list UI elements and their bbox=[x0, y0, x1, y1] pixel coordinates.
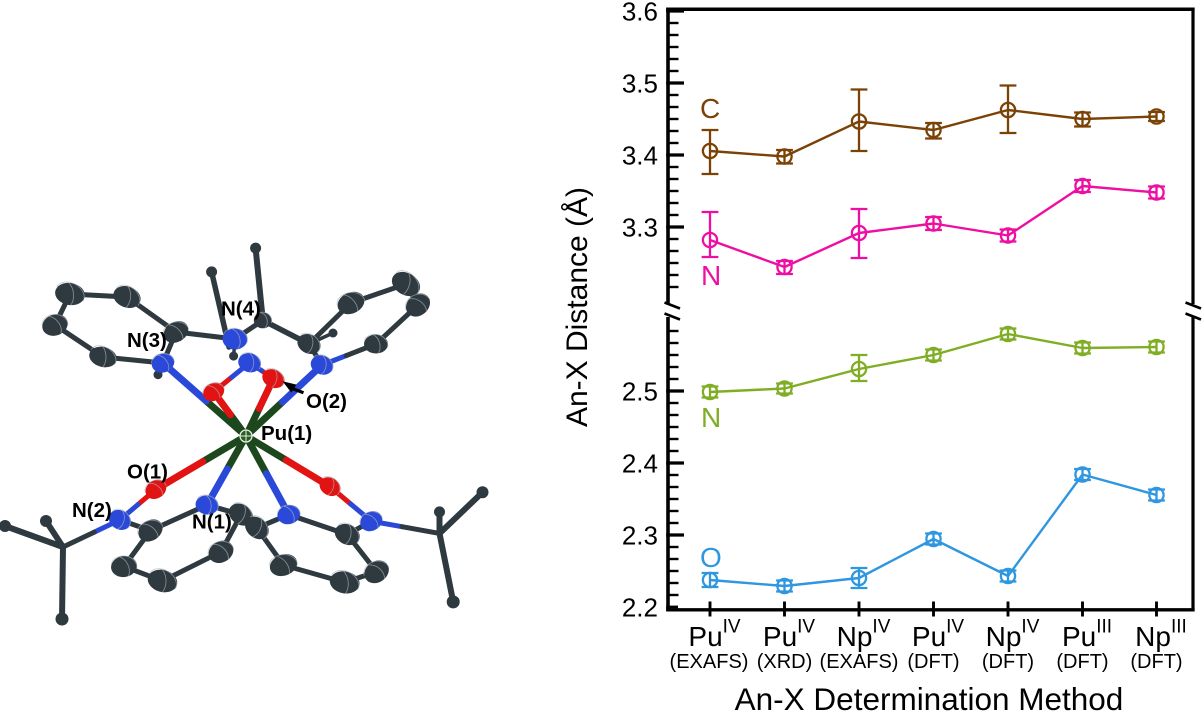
svg-text:NpIII: NpIII bbox=[1135, 617, 1187, 653]
svg-text:O(1): O(1) bbox=[127, 461, 168, 484]
svg-text:N: N bbox=[701, 402, 721, 433]
svg-text:2.4: 2.4 bbox=[622, 448, 658, 478]
svg-text:3.5: 3.5 bbox=[622, 68, 658, 98]
svg-text:(XRD): (XRD) bbox=[757, 651, 813, 673]
svg-text:N(1): N(1) bbox=[192, 511, 232, 534]
svg-text:(DFT): (DFT) bbox=[982, 651, 1034, 673]
svg-text:O(2): O(2) bbox=[306, 390, 347, 413]
svg-text:(EXAFS): (EXAFS) bbox=[820, 651, 899, 673]
svg-text:C: C bbox=[700, 93, 720, 124]
svg-text:3.6: 3.6 bbox=[622, 0, 658, 26]
svg-text:An-X Determination Method: An-X Determination Method bbox=[735, 681, 1124, 716]
svg-text:Pu(1): Pu(1) bbox=[261, 422, 312, 445]
svg-text:3.3: 3.3 bbox=[622, 212, 658, 242]
svg-text:NpIV: NpIV bbox=[986, 617, 1040, 653]
svg-text:(DFT): (DFT) bbox=[907, 651, 959, 673]
svg-text:2.2: 2.2 bbox=[622, 592, 658, 622]
svg-text:An-X Distance (Å): An-X Distance (Å) bbox=[561, 187, 594, 427]
svg-text:N(4): N(4) bbox=[221, 298, 261, 321]
svg-text:2.3: 2.3 bbox=[622, 520, 658, 550]
svg-text:2.5: 2.5 bbox=[622, 376, 658, 406]
svg-text:(DFT): (DFT) bbox=[1056, 651, 1108, 673]
svg-text:N: N bbox=[701, 260, 721, 291]
svg-text:(EXAFS): (EXAFS) bbox=[670, 651, 749, 673]
svg-text:3.4: 3.4 bbox=[622, 140, 658, 170]
svg-text:O: O bbox=[700, 542, 722, 573]
svg-text:(DFT): (DFT) bbox=[1130, 651, 1182, 673]
svg-text:N(2): N(2) bbox=[72, 499, 112, 522]
svg-text:N(3): N(3) bbox=[127, 329, 167, 352]
